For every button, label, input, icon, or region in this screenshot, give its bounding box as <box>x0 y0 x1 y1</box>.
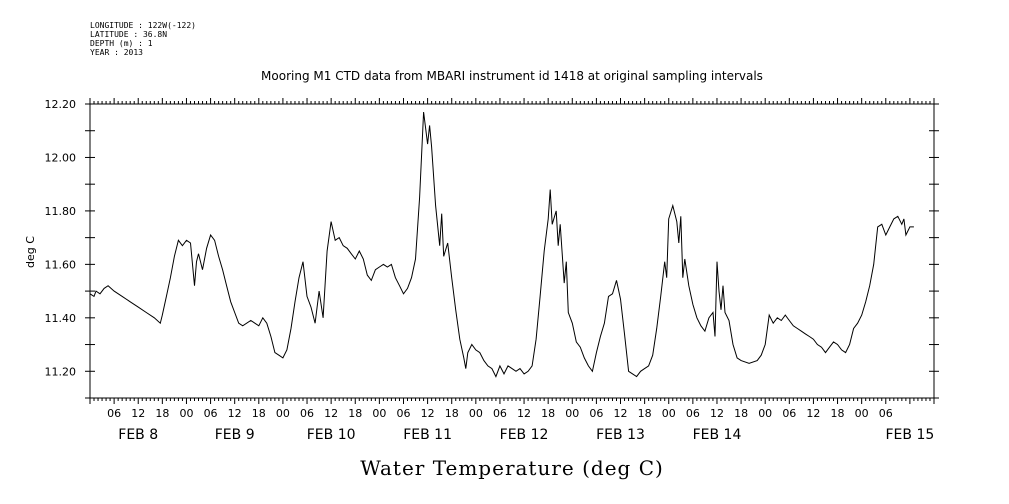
x-tick-label: 18 <box>541 407 555 420</box>
y-tick-label: 11.40 <box>45 312 77 325</box>
x-tick-label: 00 <box>469 407 483 420</box>
x-tick-label: 06 <box>300 407 314 420</box>
x-tick-label: 18 <box>734 407 748 420</box>
x-tick-label: 18 <box>638 407 652 420</box>
y-axis-label: deg C <box>24 236 37 268</box>
x-tick-label: 06 <box>493 407 507 420</box>
x-date-label: FEB 15 <box>885 427 934 443</box>
x-date-label: FEB 9 <box>215 427 255 443</box>
x-tick-label: 18 <box>831 407 845 420</box>
x-tick-label: 12 <box>806 407 820 420</box>
x-date-label: FEB 12 <box>500 427 549 443</box>
x-tick-label: 18 <box>445 407 459 420</box>
x-tick-label: 12 <box>614 407 628 420</box>
variable-label: Water Temperature (deg C) <box>360 456 664 480</box>
x-tick-label: 00 <box>565 407 579 420</box>
y-tick-label: 11.60 <box>45 258 77 271</box>
x-tick-label: 12 <box>228 407 242 420</box>
x-date-label: FEB 8 <box>118 427 158 443</box>
latitude-text: LATITUDE : 36.8N <box>90 30 168 39</box>
x-date-label: FEB 11 <box>403 427 452 443</box>
plot-frame <box>89 103 935 399</box>
water-temperature-line <box>89 111 914 378</box>
x-tick-label: 18 <box>348 407 362 420</box>
x-tick-label: 00 <box>662 407 676 420</box>
x-tick-label: 06 <box>107 407 121 420</box>
depth-text: DEPTH (m) : 1 <box>90 39 153 48</box>
chart-title: Mooring M1 CTD data from MBARI instrumen… <box>261 69 763 83</box>
x-tick-label: 06 <box>204 407 218 420</box>
y-tick-label: 11.20 <box>45 365 77 378</box>
x-tick-label: 12 <box>710 407 724 420</box>
x-date-label: FEB 13 <box>596 427 645 443</box>
x-tick-label: 00 <box>758 407 772 420</box>
plot-border <box>89 103 935 399</box>
x-axis: 06 12 18 00 06 12 18 00 06 12 18 00 06 12 18 00 06 12 18 00… <box>89 98 935 443</box>
year-text: YEAR : 2013 <box>90 48 143 57</box>
x-tick-label: 00 <box>855 407 869 420</box>
x-tick-label: 00 <box>179 407 193 420</box>
x-tick-label: 06 <box>879 407 893 420</box>
x-tick-label: 06 <box>686 407 700 420</box>
x-tick-label: 12 <box>131 407 145 420</box>
x-tick-label: 00 <box>372 407 386 420</box>
x-tick-label: 06 <box>396 407 410 420</box>
y-axis: 11.20 11.40 11.60 11.80 12.00 12.20 <box>45 98 939 399</box>
x-tick-label: 00 <box>276 407 290 420</box>
x-tick-label: 12 <box>517 407 531 420</box>
x-date-label: FEB 10 <box>307 427 356 443</box>
y-tick-label: 12.20 <box>45 98 77 111</box>
y-tick-label: 11.80 <box>45 205 77 218</box>
x-tick-label: 12 <box>324 407 338 420</box>
x-tick-label: 18 <box>155 407 169 420</box>
x-tick-label: 06 <box>589 407 603 420</box>
x-tick-label: 12 <box>421 407 435 420</box>
mooring-metadata: LONGITUDE : 122W(-122) LATITUDE : 36.8N … <box>90 21 196 57</box>
longitude-text: LONGITUDE : 122W(-122) <box>90 21 196 30</box>
y-tick-label: 12.00 <box>45 151 77 164</box>
x-tick-label: 18 <box>252 407 266 420</box>
x-date-label: FEB 14 <box>693 427 742 443</box>
x-tick-label: 06 <box>782 407 796 420</box>
